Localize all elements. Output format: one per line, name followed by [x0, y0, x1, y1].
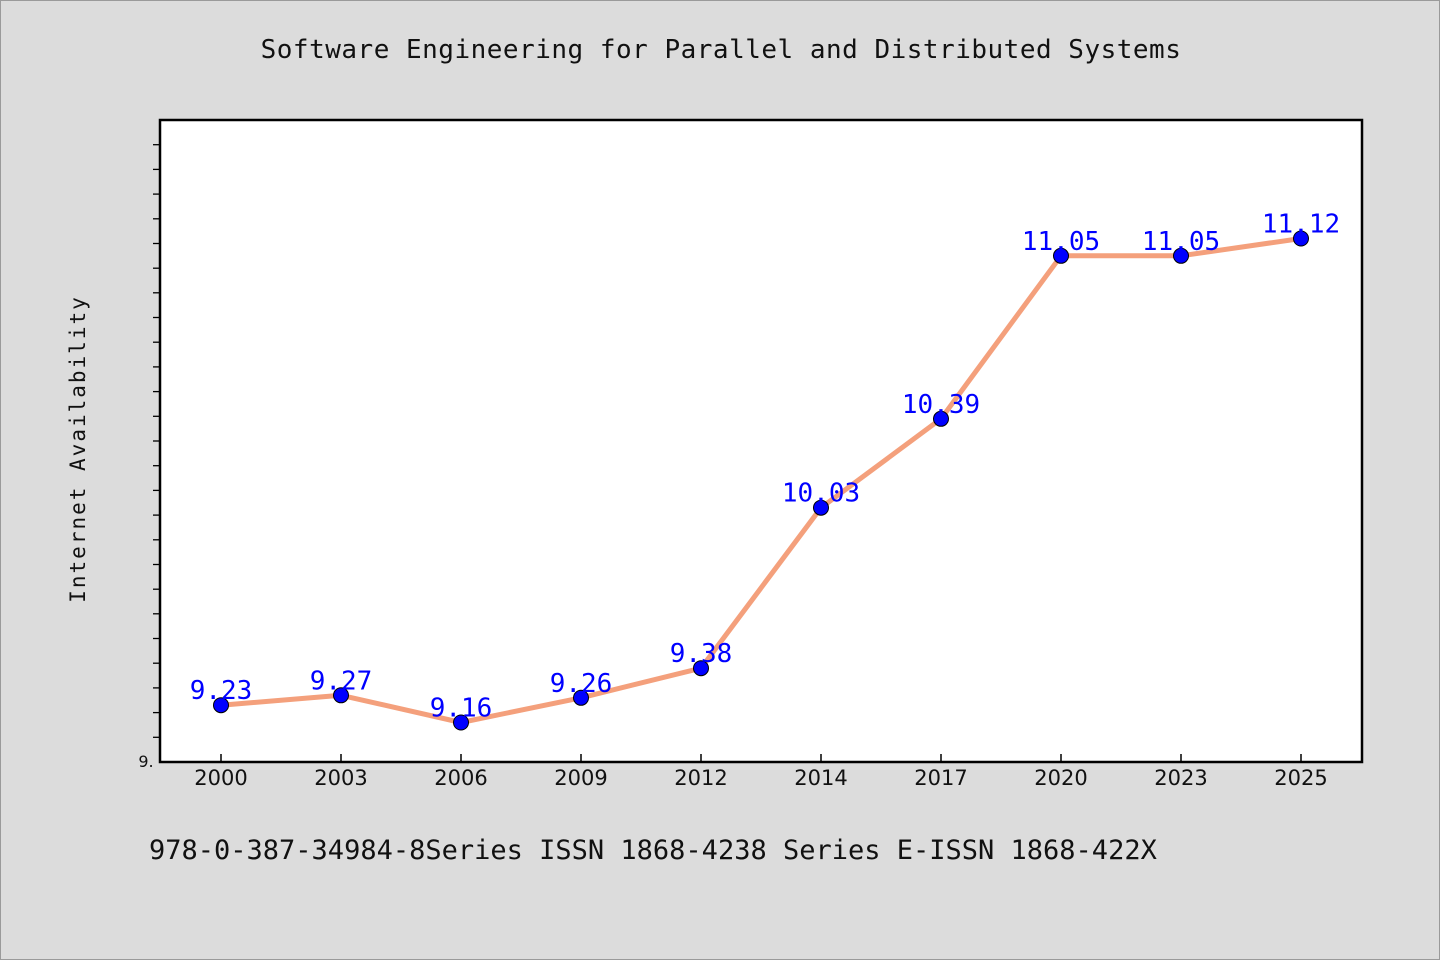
- x-tick-label: 2017: [914, 766, 967, 790]
- x-tick-label: 2020: [1034, 766, 1087, 790]
- data-point: [573, 689, 589, 706]
- x-tick-label: 2003: [314, 766, 367, 790]
- isbn-footnote: 978-0-387-34984-8Series ISSN 1868-4238 S…: [149, 835, 1157, 866]
- data-point: [1293, 230, 1309, 247]
- data-point: [1173, 247, 1189, 264]
- x-tick-label: 2009: [554, 766, 607, 790]
- data-markers: [213, 230, 1309, 731]
- x-tick-label: 2006: [434, 766, 487, 790]
- data-label: 10.39: [902, 390, 980, 420]
- chart-title: Software Engineering for Parallel and Di…: [260, 35, 1182, 65]
- data-label: 9.16: [430, 694, 493, 724]
- x-tick-label: 2014: [794, 766, 847, 790]
- data-point: [693, 660, 709, 677]
- y-min-tick-label: 9.: [138, 752, 153, 771]
- data-label: 11.05: [1142, 227, 1220, 257]
- x-tick-label: 2012: [674, 766, 727, 790]
- y-axis-label: Internet Availability: [66, 295, 90, 603]
- data-point: [213, 697, 229, 714]
- y-axis-ticks: [153, 144, 160, 738]
- data-point: [453, 714, 469, 731]
- data-point: [1053, 247, 1069, 264]
- x-tick-label: 2025: [1274, 766, 1327, 790]
- x-tick-label: 2000: [194, 766, 247, 790]
- data-label: 9.26: [550, 669, 613, 699]
- data-point: [813, 499, 829, 516]
- data-point: [333, 687, 349, 704]
- plot-area: [158, 118, 1364, 764]
- data-label: 9.23: [190, 676, 253, 706]
- data-label: 11.12: [1262, 210, 1340, 240]
- x-tick-label: 2023: [1154, 766, 1207, 790]
- data-label: 9.27: [310, 666, 373, 696]
- data-label: 10.03: [782, 479, 860, 509]
- data-label: 9.38: [670, 639, 733, 669]
- data-point: [933, 410, 949, 427]
- data-label: 11.05: [1022, 227, 1100, 257]
- data-labels: 9.23 9.27 9.16 9.26 9.38 10.03 10.39 11.05 11.05…: [190, 210, 1340, 724]
- series-line: [218, 236, 1304, 725]
- x-axis-ticks: 2000 2003 2006 2009 2012 2014 2017 2020 2023 2025: [194, 754, 1328, 790]
